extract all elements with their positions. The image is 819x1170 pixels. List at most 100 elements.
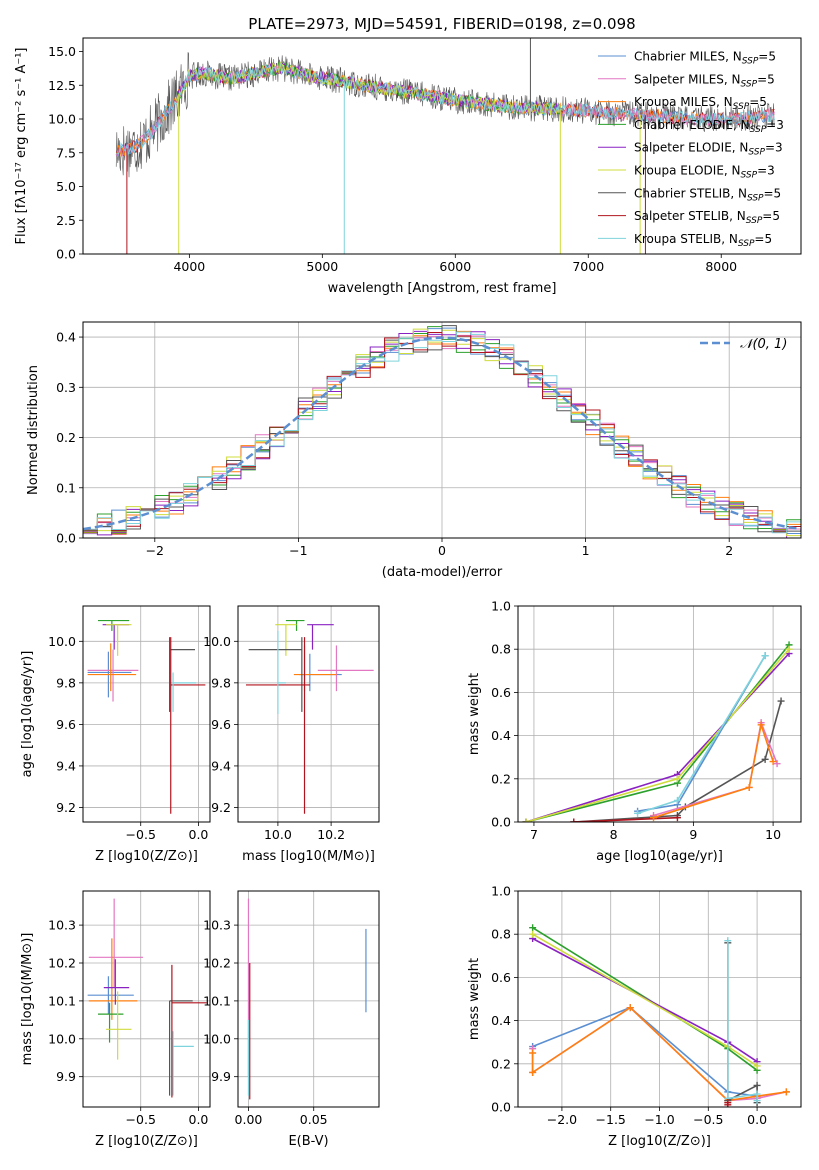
- errorbar-salpeter-miles: [317, 645, 374, 692]
- data-point-kroupa-miles: [529, 1049, 537, 1057]
- errorbar-salpeter-miles: [88, 898, 144, 988]
- y-tick-label: 9.6: [56, 717, 76, 732]
- y-tick-label: 10.0: [48, 112, 76, 127]
- grid-mass-vs-ebv: [238, 891, 379, 1107]
- errorbar-chabrier-elodie: [98, 619, 130, 631]
- data-point-salpeter-miles: [773, 760, 781, 768]
- y-axis-label: age [log10(age/yr)]: [20, 651, 35, 778]
- y-tick-label: 10.1: [48, 993, 76, 1008]
- errorbar-salpeter-elodie: [103, 959, 130, 1005]
- x-tick-label: 10.0: [264, 827, 292, 842]
- grid-mw-vs-age: [518, 605, 801, 823]
- x-axis-label: mass [log10(M/M⊙)]: [242, 849, 375, 864]
- y-tick-label: 10.0: [48, 634, 76, 649]
- legend-subscript: SSP: [742, 57, 759, 67]
- legend-subscript: SSP: [741, 171, 758, 181]
- panel-mass-vs-Z: −0.5 0.0 9.9 10.0 10.1 10.2 10.3 Z [log10(Z/Z⊙)…: [20, 890, 211, 1149]
- legend-label-kroupa-miles: Kroupa MILES, NSSP=5: [634, 95, 767, 112]
- x-tick-label: 7000: [572, 259, 604, 274]
- x-tick-label: 7: [530, 827, 538, 842]
- legend-label-salpeter-elodie: Salpeter ELODIE, NSSP=3: [634, 141, 783, 158]
- y-tick-label: 9.6: [211, 717, 231, 732]
- x-tick-label: 10: [765, 827, 781, 842]
- errorbar-chabrier-stelib: [248, 637, 303, 712]
- y-tick-label: 10.2: [203, 956, 231, 971]
- axes-frame: [517, 890, 802, 1108]
- y-axis-label: mass weight: [467, 673, 482, 755]
- errorbar-chabrier-elodie: [98, 1002, 124, 1043]
- grid-mass-vs-Z: [83, 891, 210, 1107]
- series-line-salpeter-elodie: [525, 652, 790, 822]
- errorbar-kroupa-stelib: [277, 630, 286, 714]
- data-point-kroupa-stelib: [724, 937, 732, 945]
- y-tick-label: 0.6: [491, 970, 511, 985]
- data-point-kroupa-miles: [529, 1068, 537, 1076]
- y-tick-label: 0.0: [56, 531, 76, 546]
- errorbar-chabrier-stelib: [168, 1000, 193, 1096]
- axes-frame: [237, 890, 380, 1108]
- x-tick-label: −0.5: [126, 1112, 156, 1127]
- legend-label-salpeter-miles: Salpeter MILES, NSSP=5: [634, 72, 775, 89]
- errorbar-kroupa-elodie: [106, 624, 132, 656]
- y-axis-label: mass weight: [467, 958, 482, 1040]
- y-tick-label: 0.2: [56, 430, 76, 445]
- errorbar-chabrier-stelib: [168, 637, 195, 712]
- panel-age-vs-Z: −0.5 0.0 9.2 9.4 9.6 9.8 10.0 Z [log10(Z/Z⊙)] ag…: [20, 605, 211, 864]
- data-point-kroupa-miles: [769, 758, 777, 766]
- errorbar-kroupa-miles: [88, 938, 138, 1020]
- axes-frame: [82, 890, 211, 1108]
- axes-frame: [82, 37, 802, 255]
- y-tick-label: 2.5: [56, 213, 76, 228]
- spectrum-line-kroupa-elodie: [175, 61, 562, 116]
- x-axis-label: (data-model)/error: [382, 565, 503, 580]
- data-point-kroupa-miles: [757, 721, 765, 729]
- plot-area-mass-vs-ebv: [247, 898, 367, 1100]
- y-tick-label: 0.4: [491, 728, 511, 743]
- x-axis-label: Z [log10(Z/Z⊙)]: [95, 849, 198, 864]
- panel-spectrum: 4000 5000 6000 7000 8000 0.0 2.5 5.0 7.5 10.0 12.5…: [14, 15, 802, 296]
- plot-area-mass-vs-Z: [87, 898, 207, 1098]
- y-tick-label: 9.4: [56, 758, 76, 773]
- data-point-kroupa-elodie: [753, 1062, 761, 1070]
- spectrum-line-kroupa-stelib: [116, 62, 775, 157]
- y-tick-label: 9.8: [211, 675, 231, 690]
- y-tick-label: 9.2: [56, 800, 76, 815]
- x-tick-label: −0.5: [693, 1112, 723, 1127]
- panel-residuals: −2 −1 0 1 2 0.0 0.1 0.2 0.3 0.4 (data-model)/error…: [26, 321, 802, 580]
- errorbar-kroupa-stelib: [172, 672, 197, 712]
- data-point-kroupa-elodie: [522, 818, 530, 822]
- errorbar-chabrier-miles: [299, 653, 342, 692]
- grid-age-vs-Z: [83, 606, 210, 822]
- series-line-chabrier-stelib: [726, 942, 758, 1103]
- y-tick-label: 0.2: [491, 771, 511, 786]
- y-tick-label: 10.0: [203, 1031, 231, 1046]
- data-point-salpeter-stelib: [570, 818, 578, 822]
- panel-mass-vs-ebv: 0.00 0.05 9.9 10.0 10.1 10.2 10.3 E(B-V): [203, 890, 380, 1149]
- panel-age-vs-mass: 10.0 10.2 9.2 9.4 9.6 9.8 10.0 mass [log10(M/M⊙…: [203, 605, 380, 864]
- errorbar-salpeter-stelib: [171, 964, 207, 1098]
- errorbar-kroupa-elodie: [106, 991, 132, 1060]
- y-tick-label: 0.4: [56, 330, 76, 345]
- grid-mw-vs-Z: [518, 890, 801, 1108]
- x-tick-label: 9: [689, 827, 697, 842]
- legend-label-kroupa-elodie: Kroupa ELODIE, NSSP=3: [634, 164, 775, 181]
- x-tick-label: 10.2: [317, 827, 345, 842]
- x-tick-label: −1.5: [596, 1112, 626, 1127]
- data-point-kroupa-stelib: [753, 1097, 761, 1105]
- errorbar-chabrier-elodie: [285, 619, 305, 631]
- errorbar-kroupa-stelib: [172, 1031, 194, 1096]
- x-tick-label: −0.5: [126, 827, 156, 842]
- plot-area-mw-vs-age: [522, 641, 793, 822]
- x-axis-label: E(B-V): [288, 1134, 328, 1149]
- plot-area-residuals: [83, 325, 801, 538]
- x-tick-label: 8: [610, 827, 618, 842]
- legend-subscript: SSP: [748, 148, 765, 158]
- legend-label-kroupa-stelib: Kroupa STELIB, NSSP=5: [634, 232, 772, 249]
- y-tick-label: 10.0: [48, 1031, 76, 1046]
- x-tick-label: 6000: [439, 259, 471, 274]
- errorbar-kroupa-miles: [293, 645, 337, 692]
- plot-area-age-vs-mass: [245, 619, 374, 814]
- legend-n-value: =5: [764, 186, 782, 200]
- errorbar-chabrier-miles: [87, 976, 134, 1015]
